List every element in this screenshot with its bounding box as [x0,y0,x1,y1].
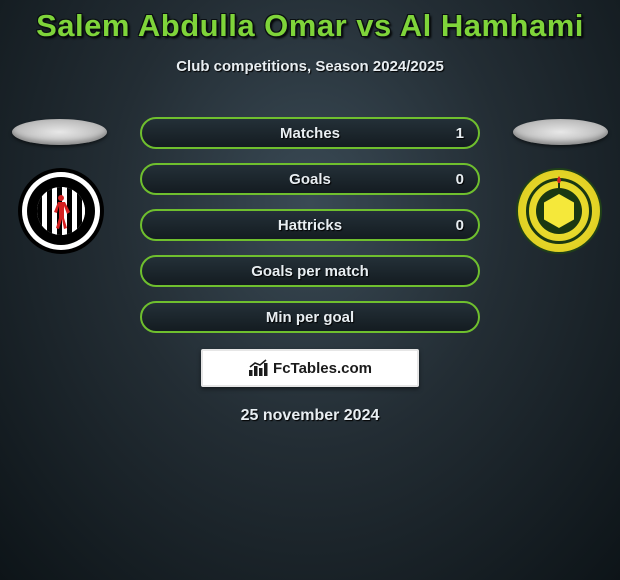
stat-row-matches: Matches 1 [140,117,480,149]
stat-value-right: 1 [456,125,464,142]
club-badge-right [516,168,602,254]
player-photo-placeholder-right [513,119,608,145]
stat-row-min-per-goal: Min per goal [140,301,480,333]
stat-label: Goals per match [251,263,369,280]
player-silhouette-icon [46,192,76,230]
stat-label: Min per goal [266,309,354,326]
page-subtitle: Club competitions, Season 2024/2025 [0,58,620,75]
torch-icon [552,176,566,194]
club-badge-left [18,168,104,254]
stat-row-hattricks: Hattricks 0 [140,209,480,241]
stat-row-goals-per-match: Goals per match [140,255,480,287]
player-photo-placeholder-left [12,119,107,145]
stat-value-right: 0 [456,171,464,188]
stat-bars: Matches 1 Goals 0 Hattricks 0 Goals per … [140,117,480,333]
ittihad-kalba-badge [516,168,602,254]
stat-label: Goals [289,171,331,188]
brand-label: FcTables.com [273,360,372,377]
brand-box: FcTables.com [201,349,419,387]
al-jazira-badge [18,168,104,254]
bars-chart-icon [248,359,268,377]
stat-value-right: 0 [456,217,464,234]
generation-date: 25 november 2024 [0,407,620,425]
comparison-panel: Matches 1 Goals 0 Hattricks 0 Goals per … [0,117,620,425]
stat-label: Matches [280,125,340,142]
stat-label: Hattricks [278,217,342,234]
content-root: Salem Abdulla Omar vs Al Hamhami Club co… [0,0,620,580]
page-title: Salem Abdulla Omar vs Al Hamhami [0,8,620,44]
stat-row-goals: Goals 0 [140,163,480,195]
